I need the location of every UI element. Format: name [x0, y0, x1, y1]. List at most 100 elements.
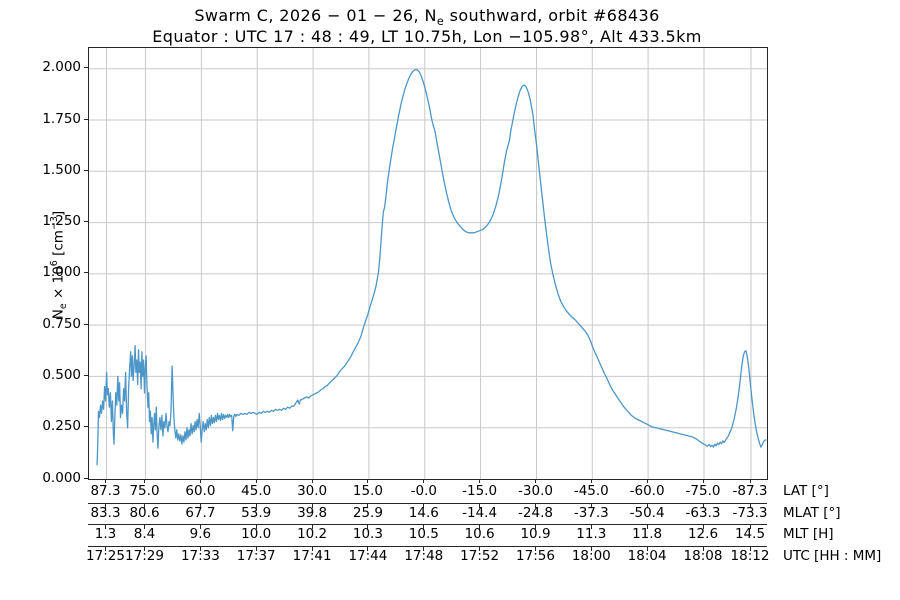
x-tick-label-mlt: 10.5: [408, 526, 439, 542]
x-tick-label-utc: 17:37: [236, 548, 276, 564]
x-tick-label-lat: 45.0: [241, 483, 272, 499]
x-tick-mark-lat: [367, 479, 369, 483]
x-tick-mark-mlat: [646, 504, 648, 508]
x-tick-mark-utc: [702, 547, 704, 551]
x-tick-label-lat: 60.0: [185, 483, 216, 499]
x-tick-mark-lat: [105, 479, 106, 483]
x-tick-label-mlat: 53.9: [241, 505, 272, 521]
chart-title-subscript: e: [436, 15, 445, 29]
x-tick-label-utc: 17:29: [125, 548, 164, 564]
x-tick-mark-mlat: [255, 504, 257, 508]
x-tick-mark-mlt: [255, 525, 257, 529]
x-tick-label-mlt: 10.2: [297, 526, 328, 542]
x-tick-mark-mlt: [702, 525, 704, 529]
plot-area: [88, 47, 768, 480]
x-tick-mark-utc: [749, 547, 751, 551]
x-tick-mark-mlt: [535, 525, 536, 529]
x-tick-mark-utc: [646, 547, 648, 551]
x-tick-label-lat: -75.0: [685, 483, 721, 499]
x-axis-row-label-utc: UTC [HH : MM]: [783, 548, 882, 564]
x-tick-mark-mlat: [367, 504, 369, 508]
x-tick-mark-lat: [702, 479, 704, 483]
x-tick-label-mlt: 10.6: [464, 526, 495, 542]
x-tick-label-utc: 17:41: [292, 548, 332, 564]
x-tick-mark-lat: [423, 479, 425, 483]
x-tick-mark-mlt: [367, 525, 369, 529]
x-tick-label-mlt: 1.3: [94, 526, 117, 542]
x-tick-mark-utc: [311, 547, 313, 551]
chart-title-suffix: southward, orbit #68436: [444, 6, 660, 25]
x-tick-label-lat: 87.3: [90, 483, 121, 499]
x-tick-mark-mlat: [144, 504, 145, 508]
y-tick-label: 0.000: [42, 469, 81, 486]
y-tick-mark: [84, 477, 88, 479]
x-tick-mark-lat: [255, 479, 257, 483]
y-tick-mark: [84, 118, 88, 120]
x-tick-mark-utc: [105, 547, 106, 551]
x-tick-label-lat: 30.0: [297, 483, 328, 499]
x-tick-label-lat: 15.0: [352, 483, 383, 499]
x-tick-mark-lat: [479, 479, 481, 483]
x-tick-label-utc: 18:00: [571, 548, 611, 564]
x-tick-mark-mlat: [423, 504, 425, 508]
x-tick-mark-lat: [199, 479, 201, 483]
x-tick-label-mlat: -73.3: [732, 505, 768, 521]
x-tick-label-utc: 18:08: [683, 548, 723, 564]
x-tick-label-mlat: 14.6: [408, 505, 439, 521]
x-tick-mark-mlat: [311, 504, 313, 508]
x-tick-label-mlat: -50.4: [629, 505, 665, 521]
x-tick-label-mlt: 10.3: [352, 526, 383, 542]
x-tick-mark-lat: [646, 479, 648, 483]
y-tick-label: 1.500: [42, 161, 81, 178]
x-axis-spine-mlat: [88, 503, 767, 504]
x-tick-label-mlat: -14.4: [462, 505, 498, 521]
chart-subtitle: Equator : UTC 17 : 48 : 49, LT 10.75h, L…: [152, 27, 702, 46]
x-tick-mark-utc: [590, 547, 592, 551]
y-tick-mark: [84, 426, 88, 428]
plot-canvas: [89, 48, 767, 479]
x-tick-label-mlat: 67.7: [185, 505, 216, 521]
x-tick-mark-mlt: [479, 525, 481, 529]
x-tick-label-mlt: 10.0: [241, 526, 272, 542]
x-tick-mark-lat: [144, 479, 145, 483]
y-tick-label: 1.750: [42, 110, 81, 127]
x-tick-mark-utc: [423, 547, 425, 551]
x-tick-label-lat: -45.0: [573, 483, 609, 499]
x-tick-label-lat: -87.3: [732, 483, 768, 499]
x-tick-label-mlat: 25.9: [352, 505, 383, 521]
x-tick-mark-utc: [535, 547, 536, 551]
x-tick-label-lat: -15.0: [462, 483, 498, 499]
x-tick-label-lat: 75.0: [129, 483, 160, 499]
x-tick-label-mlat: 83.3: [90, 505, 121, 521]
chart-title: Swarm C, 2026 − 01 − 26, Ne southward, o…: [88, 6, 766, 28]
x-tick-mark-lat: [590, 479, 592, 483]
x-tick-label-utc: 17:33: [180, 548, 220, 564]
x-tick-mark-mlt: [105, 525, 106, 529]
x-tick-label-utc: 17:56: [516, 548, 555, 564]
x-tick-label-mlt: 9.6: [189, 526, 212, 542]
x-axis-row-label-mlat: MLAT [°]: [783, 505, 841, 521]
x-tick-mark-mlt: [144, 525, 145, 529]
y-tick-label: 0.500: [42, 366, 81, 383]
x-tick-mark-lat: [535, 479, 536, 483]
x-tick-mark-mlt: [590, 525, 592, 529]
x-tick-mark-mlt: [311, 525, 313, 529]
x-axis-row-label-mlt: MLT [H]: [783, 526, 834, 542]
x-tick-label-mlt: 8.4: [133, 526, 156, 542]
y-tick-mark: [84, 272, 88, 274]
x-tick-label-mlat: 80.6: [129, 505, 160, 521]
x-tick-mark-utc: [144, 547, 145, 551]
x-tick-label-utc: 17:44: [348, 548, 388, 564]
x-tick-mark-mlat: [749, 504, 751, 508]
x-tick-label-mlat: 39.8: [297, 505, 328, 521]
x-tick-label-utc: 17:48: [404, 548, 444, 564]
x-tick-label-lat: -30.0: [518, 483, 553, 499]
y-tick-label: 2.000: [42, 59, 81, 76]
y-tick-label: 0.250: [42, 418, 81, 435]
y-tick-mark: [84, 67, 88, 69]
x-tick-label-lat: -0.0: [410, 483, 437, 499]
x-tick-label-mlt: 11.8: [632, 526, 663, 542]
y-tick-mark: [84, 323, 88, 325]
x-tick-label-mlat: -63.3: [685, 505, 721, 521]
